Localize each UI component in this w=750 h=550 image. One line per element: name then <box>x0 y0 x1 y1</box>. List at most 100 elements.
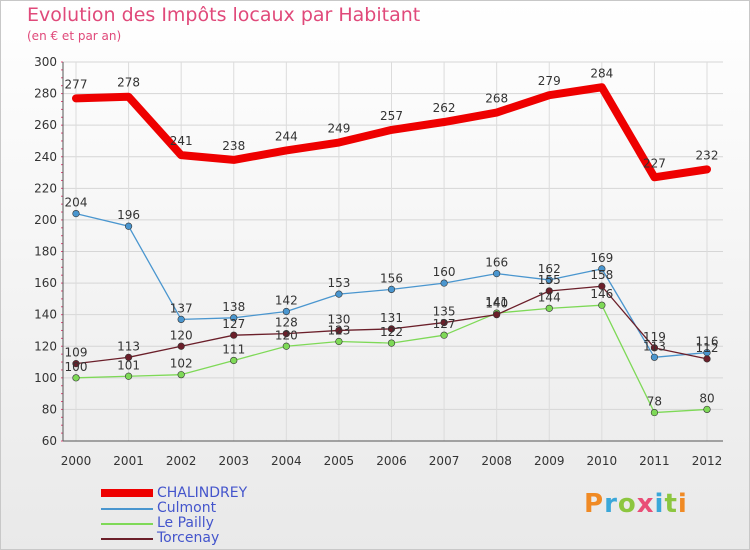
data-label-chalindrey: 249 <box>327 122 350 136</box>
data-label-torcenay: 128 <box>275 316 298 330</box>
data-point-le-pailly <box>177 371 185 379</box>
y-tick-label: 280 <box>34 87 57 101</box>
data-label-culmont: 138 <box>222 300 245 314</box>
data-label-le-pailly: 80 <box>699 391 714 405</box>
data-label-le-pailly: 101 <box>117 358 140 372</box>
data-label-le-pailly: 102 <box>170 357 193 371</box>
data-label-culmont: 162 <box>538 262 561 276</box>
data-label-torcenay: 109 <box>65 346 88 360</box>
data-label-culmont: 142 <box>275 294 298 308</box>
logo-letter: o <box>617 489 637 519</box>
data-point-culmont <box>282 307 290 316</box>
logo-letter: x <box>636 489 655 519</box>
data-point-culmont <box>598 265 606 273</box>
chart-title: Evolution des Impôts locaux par Habitant <box>27 4 421 26</box>
legend-label: Torcenay <box>157 530 220 546</box>
data-point-culmont <box>493 270 501 278</box>
data-point-le-pailly <box>282 342 290 350</box>
logo-letter: i <box>654 489 665 519</box>
y-tick-label: 200 <box>34 213 57 227</box>
y-tick-label: 180 <box>34 245 57 259</box>
data-label-chalindrey: 262 <box>433 101 456 115</box>
data-label-culmont: 196 <box>117 208 140 222</box>
data-point-culmont <box>230 314 238 322</box>
y-tick-label: 300 <box>34 55 57 69</box>
data-label-chalindrey: 279 <box>538 74 561 88</box>
y-tick-label: 60 <box>42 434 57 448</box>
data-point-le-pailly <box>703 405 711 414</box>
data-label-torcenay: 120 <box>170 328 193 342</box>
data-label-culmont: 160 <box>433 265 456 279</box>
x-tick-label: 2007 <box>429 454 460 468</box>
data-label-culmont: 137 <box>170 301 193 315</box>
data-point-culmont <box>177 315 185 324</box>
data-label-chalindrey: 278 <box>117 76 140 90</box>
data-label-le-pailly: 120 <box>275 328 298 342</box>
data-label-chalindrey: 232 <box>696 148 719 162</box>
y-tick-label: 100 <box>34 371 57 385</box>
data-point-torcenay <box>72 360 80 368</box>
data-point-le-pailly <box>440 331 448 339</box>
data-point-le-pailly <box>545 304 553 312</box>
legend-swatch <box>101 508 153 510</box>
x-tick-label: 2004 <box>271 454 302 468</box>
x-tick-label: 2008 <box>481 454 512 468</box>
data-label-torcenay: 155 <box>538 273 561 287</box>
data-label-culmont: 116 <box>696 335 719 349</box>
x-tick-label: 2000 <box>61 454 92 468</box>
data-label-le-pailly: 78 <box>647 395 662 409</box>
data-label-torcenay: 131 <box>380 311 403 325</box>
data-label-culmont: 156 <box>380 271 403 285</box>
y-tick-label: 160 <box>34 276 57 290</box>
data-label-torcenay: 130 <box>327 312 350 326</box>
y-tick-label: 260 <box>34 118 57 132</box>
data-label-chalindrey: 268 <box>485 92 508 106</box>
data-label-torcenay: 119 <box>643 330 666 344</box>
data-point-torcenay <box>545 287 553 295</box>
data-point-culmont <box>124 222 133 230</box>
data-point-le-pailly <box>335 337 343 346</box>
data-label-chalindrey: 227 <box>643 156 666 170</box>
x-tick-label: 2005 <box>324 454 355 468</box>
data-label-torcenay: 140 <box>485 297 508 311</box>
data-label-chalindrey: 277 <box>65 77 88 91</box>
legend-swatch <box>101 523 153 525</box>
data-point-culmont <box>440 279 448 287</box>
data-label-chalindrey: 241 <box>170 134 193 148</box>
x-tick-label: 2001 <box>113 454 144 468</box>
data-point-le-pailly <box>72 374 80 382</box>
x-tick-label: 2006 <box>376 454 407 468</box>
data-point-torcenay <box>282 330 290 338</box>
logo-letter: P <box>584 489 605 519</box>
x-tick-label: 2003 <box>218 454 249 468</box>
legend-label: Culmont <box>157 500 217 516</box>
data-label-chalindrey: 238 <box>222 139 245 153</box>
legend-swatch <box>101 489 153 497</box>
data-point-torcenay <box>230 331 238 339</box>
data-label-chalindrey: 257 <box>380 109 403 123</box>
series-line-chalindrey <box>72 83 711 182</box>
data-point-le-pailly <box>387 339 396 347</box>
y-tick-label: 120 <box>34 339 57 353</box>
data-label-chalindrey: 284 <box>590 66 613 80</box>
data-point-le-pailly <box>124 372 133 380</box>
data-label-culmont: 113 <box>643 339 666 353</box>
data-label-torcenay: 113 <box>117 339 140 353</box>
data-label-torcenay: 112 <box>696 341 719 355</box>
data-label-culmont: 153 <box>327 276 350 290</box>
data-point-culmont <box>545 276 553 284</box>
legend-label: Le Pailly <box>157 515 214 531</box>
legend-swatch <box>101 538 153 540</box>
chart-subtitle: (en € et par an) <box>27 29 122 43</box>
data-label-torcenay: 127 <box>222 317 245 331</box>
data-point-le-pailly <box>598 301 606 309</box>
x-tick-label: 2010 <box>587 454 618 468</box>
y-tick-label: 220 <box>34 181 57 195</box>
data-label-torcenay: 158 <box>590 268 613 282</box>
data-label-culmont: 204 <box>65 196 88 210</box>
y-tick-label: 140 <box>34 308 57 322</box>
y-tick-label: 80 <box>42 402 57 416</box>
data-point-torcenay <box>387 325 396 333</box>
data-point-torcenay <box>124 353 133 361</box>
